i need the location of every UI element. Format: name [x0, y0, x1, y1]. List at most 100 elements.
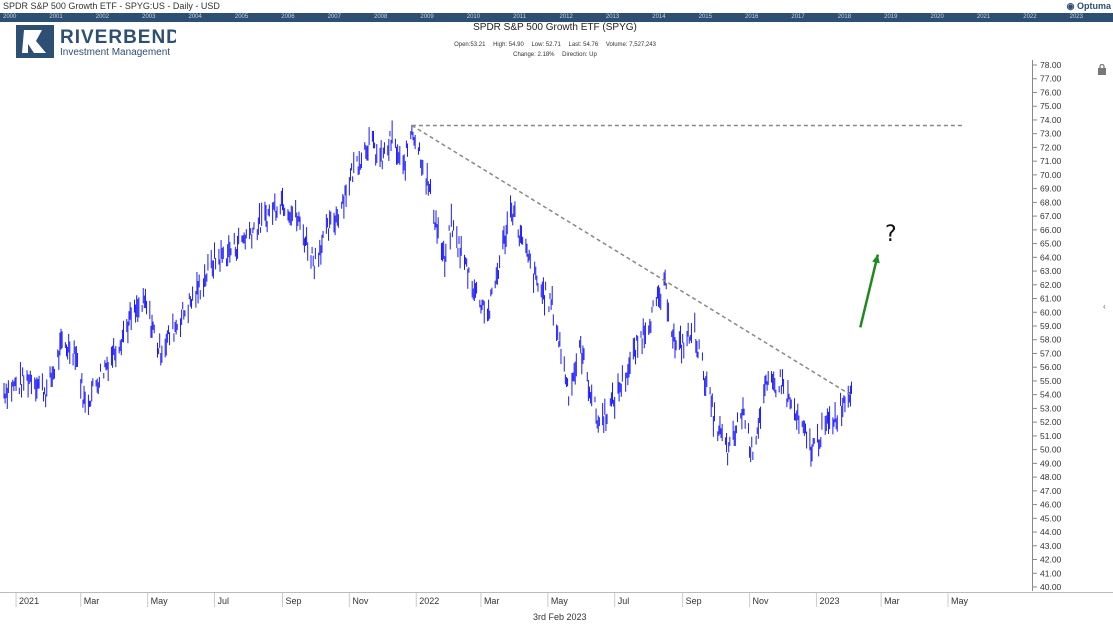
y-tick-label: 64.00	[1040, 252, 1062, 262]
timeline-year-2005[interactable]: 2005	[234, 14, 249, 20]
y-tick-label: 58.00	[1040, 335, 1062, 345]
timeline-year-2004[interactable]: 2004	[188, 14, 202, 20]
y-tick-label: 75.00	[1040, 101, 1062, 111]
timeline-year-2006[interactable]: 2006	[281, 14, 295, 20]
timeline-year-2008[interactable]: 2008	[374, 14, 388, 20]
x-tick-label: Mar	[884, 596, 900, 606]
y-tick-label: 62.00	[1040, 280, 1062, 290]
up-arrow-head-icon	[872, 254, 880, 264]
logo-sub: Investment Management	[60, 47, 170, 58]
x-tick-label: Jul	[618, 596, 630, 606]
stat-last: Last: 54.76	[568, 42, 599, 48]
riverbend-logo-mark: RIVERBEND Investment Management	[16, 25, 180, 58]
x-axis	[0, 592, 1113, 609]
y-tick-label: 71.00	[1040, 156, 1062, 166]
timeline-year-2010[interactable]: 2010	[466, 14, 481, 20]
timeline-year-2012[interactable]: 2012	[559, 14, 573, 20]
y-tick-label: 46.00	[1040, 500, 1062, 510]
y-tick-label: 57.00	[1040, 348, 1062, 358]
timeline-year-2017[interactable]: 2017	[791, 14, 805, 20]
x-tick-label: Sep	[285, 596, 301, 606]
y-tick-label: 42.00	[1040, 555, 1062, 565]
timeline-year-2013[interactable]: 2013	[605, 14, 620, 20]
riverbend-logo: RIVERBEND Investment Management	[16, 24, 180, 60]
y-tick-label: 63.00	[1040, 266, 1062, 276]
timeline-year-2001[interactable]: 2001	[49, 14, 63, 20]
x-tick-label: 2021	[19, 596, 39, 606]
stat-change: Change: 2.18%	[513, 52, 555, 58]
up-arrow-shaft	[859, 254, 880, 328]
timeline-year-2015[interactable]: 2015	[698, 14, 712, 20]
x-tick-label: Sep	[686, 596, 702, 606]
y-tick-label: 50.00	[1040, 445, 1062, 455]
y-tick-label: 66.00	[1040, 225, 1062, 235]
y-tick-label: 45.00	[1040, 513, 1062, 523]
y-tick-label: 61.00	[1040, 294, 1062, 304]
y-tick-label: 53.00	[1040, 403, 1062, 413]
timeline-year-2014[interactable]: 2014	[652, 14, 666, 20]
y-tick-label: 77.00	[1040, 74, 1062, 84]
x-tick-label: Mar	[484, 596, 500, 606]
y-tick-label: 65.00	[1040, 239, 1062, 249]
y-tick-label: 74.00	[1040, 115, 1062, 125]
price-bars	[3, 120, 853, 467]
y-tick-label: 41.00	[1040, 568, 1062, 578]
y-tick-label: 72.00	[1040, 142, 1062, 152]
y-tick-label: 40.00	[1040, 582, 1062, 592]
y-tick-label: 68.00	[1040, 197, 1062, 207]
footer-date: 3rd Feb 2023	[533, 612, 587, 622]
timeline-year-2020[interactable]: 2020	[930, 14, 944, 20]
plot-area[interactable]	[0, 60, 1033, 591]
y-tick-label: 60.00	[1040, 307, 1062, 317]
y-tick-label: 76.00	[1040, 87, 1062, 97]
timeline-year-2016[interactable]: 2016	[745, 14, 759, 20]
y-tick-label: 67.00	[1040, 211, 1062, 221]
timeline-year-2003[interactable]: 2003	[142, 14, 156, 20]
window-title: SPDR S&P 500 Growth ETF - SPYG:US - Dail…	[3, 1, 220, 11]
y-tick-label: 73.00	[1040, 129, 1062, 139]
timeline-scroller[interactable]: 2000 2001 2002 2003 2004 2005 2006 2007 2008 2009…	[0, 13, 1113, 22]
y-tick-label: 56.00	[1040, 362, 1062, 372]
timeline-year-2023[interactable]: 2023	[1069, 14, 1083, 20]
timeline-year-2007[interactable]: 2007	[327, 14, 341, 20]
x-tick-label: May	[151, 596, 169, 606]
x-tick-label: Mar	[84, 596, 100, 606]
timeline-year-2019[interactable]: 2019	[884, 14, 898, 20]
x-tick-label: May	[551, 596, 569, 606]
timeline-year-2018[interactable]: 2018	[837, 14, 852, 20]
stat-open: Open:53.21	[454, 42, 486, 48]
price-stats: Open:53.21 High: 54.90 Low: 52.71 Last: …	[400, 40, 710, 60]
y-tick-label: 49.00	[1040, 458, 1062, 468]
timeline-year-2009[interactable]: 2009	[420, 14, 434, 20]
y-tick-label: 47.00	[1040, 486, 1062, 496]
x-tick-label: Nov	[352, 596, 369, 606]
x-tick-label: 2022	[419, 596, 439, 606]
y-tick-label: 69.00	[1040, 184, 1062, 194]
optuma-logo-icon: ◉	[1066, 1, 1075, 11]
stat-volume: Volume: 7,527,243	[605, 42, 656, 48]
x-tick-label: May	[951, 596, 969, 606]
timeline-year-2022[interactable]: 2022	[1023, 14, 1037, 20]
stat-low: Low: 52.71	[531, 42, 561, 48]
timeline-year-2002[interactable]: 2002	[95, 14, 110, 20]
y-tick-label: 52.00	[1040, 417, 1062, 427]
y-tick-label: 78.00	[1040, 60, 1062, 70]
y-tick-label: 44.00	[1040, 527, 1062, 537]
optuma-label: Optuma	[1076, 1, 1111, 11]
timeline-year-2021[interactable]: 2021	[976, 14, 991, 20]
y-tick-label: 48.00	[1040, 472, 1062, 482]
stat-high: High: 54.90	[493, 42, 524, 48]
stat-direction: Direction: Up	[562, 52, 597, 58]
timeline-year-2011[interactable]: 2011	[513, 14, 527, 20]
optuma-brand: ◉ Optuma	[1067, 1, 1111, 12]
collapse-panel-icon[interactable]: ‹	[1103, 302, 1106, 311]
y-tick-label: 55.00	[1040, 376, 1062, 386]
lock-icon[interactable]	[1097, 62, 1107, 75]
x-tick-label: Jul	[218, 596, 230, 606]
annotation-question: ?	[885, 222, 897, 247]
timeline-year-2000[interactable]: 2000	[3, 14, 17, 20]
y-tick-label: 70.00	[1040, 170, 1062, 180]
chart-title: SPDR S&P 500 Growth ETF (SPYG)	[473, 22, 637, 33]
logo-name: RIVERBEND	[60, 27, 176, 48]
y-tick-label: 51.00	[1040, 431, 1062, 441]
